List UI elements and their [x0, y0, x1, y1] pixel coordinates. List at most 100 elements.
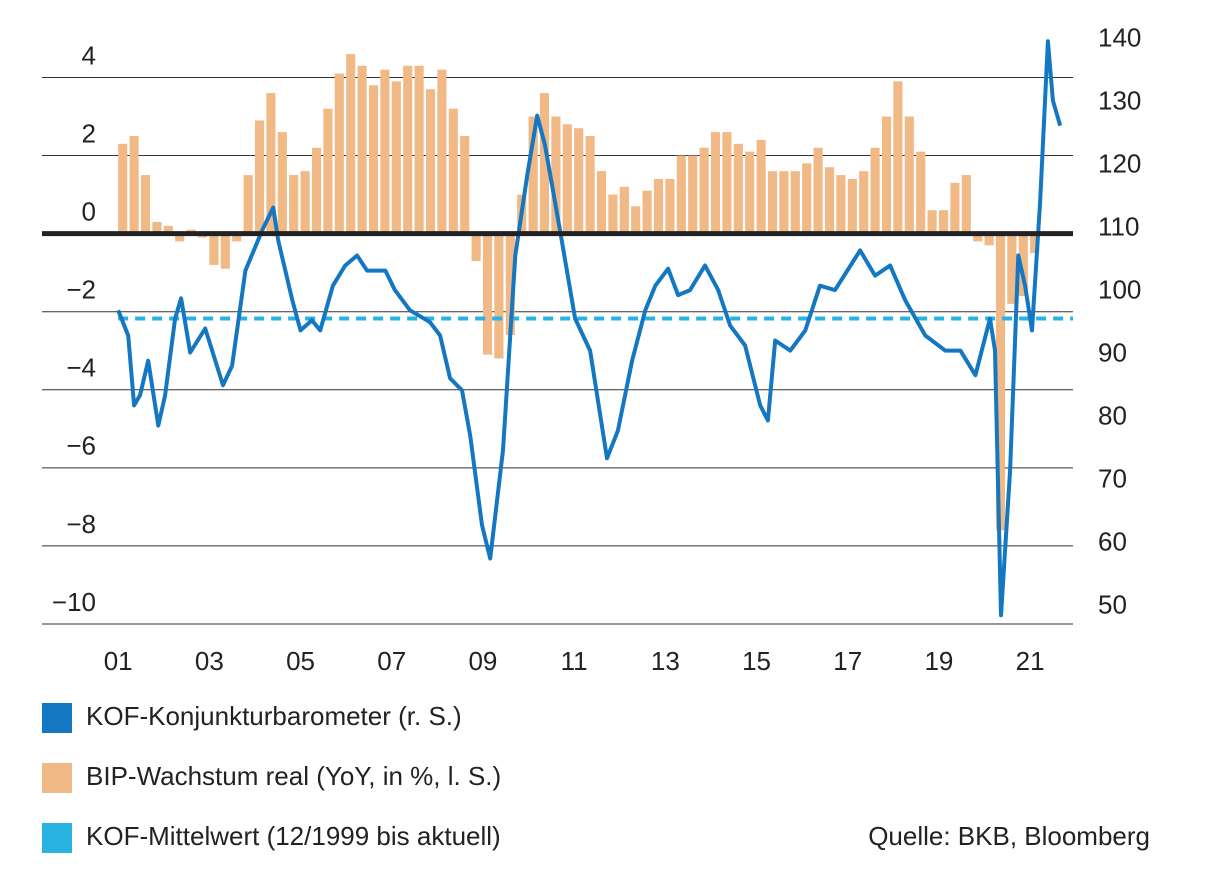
bar [243, 175, 253, 234]
y-tick-label: −8 [66, 509, 96, 539]
bar [790, 171, 800, 234]
bar [824, 167, 835, 234]
bar [619, 186, 629, 234]
legend-swatch [42, 823, 72, 853]
y2-tick-label: 80 [1098, 400, 1127, 430]
bar [1018, 233, 1028, 297]
bar [574, 128, 584, 234]
bar [916, 151, 926, 234]
bar [665, 178, 675, 234]
y-tick-label: 4 [82, 40, 96, 70]
bar [813, 147, 823, 234]
bar [847, 178, 857, 234]
x-tick-label: 15 [742, 646, 771, 676]
bar [220, 233, 230, 269]
bar [642, 190, 652, 234]
bar [836, 175, 846, 234]
y-tick-label: −2 [66, 275, 96, 305]
y2-tick-label: 120 [1098, 148, 1141, 178]
bar [289, 175, 299, 234]
bar [562, 124, 572, 234]
y2-tick-label: 60 [1098, 526, 1127, 556]
bar [300, 171, 310, 234]
bar [152, 221, 162, 234]
bar [254, 120, 265, 234]
bar [1007, 233, 1017, 304]
bar [539, 93, 550, 234]
bar [163, 225, 173, 234]
bar [403, 65, 413, 234]
bar [984, 233, 994, 246]
bar [699, 147, 709, 234]
bar [232, 233, 242, 242]
source: Quelle: BKB, Bloomberg [868, 821, 1150, 851]
bar [209, 233, 219, 265]
y-tick-label: 2 [82, 118, 96, 148]
y2-tick-label: 110 [1098, 211, 1139, 241]
bar [414, 65, 424, 234]
bar [950, 182, 960, 234]
bar [505, 233, 515, 336]
bar [995, 233, 1006, 531]
bar [653, 178, 664, 234]
x-tick-label: 03 [195, 646, 224, 676]
y2-tick-label: 70 [1098, 463, 1127, 493]
bar [266, 93, 276, 234]
y-tick-label: −6 [66, 431, 96, 461]
y-tick-label: −4 [66, 353, 96, 383]
x-tick-label: 21 [1016, 646, 1045, 676]
legend-swatch [42, 703, 72, 733]
bar [596, 171, 607, 234]
legend-label: KOF-Konjunkturbarometer (r. S.) [86, 701, 462, 731]
bar [938, 210, 949, 234]
x-tick-label: 05 [286, 646, 315, 676]
bar [129, 136, 139, 234]
x-tick-label: 13 [651, 646, 680, 676]
bar [676, 155, 686, 234]
x-tick-label: 09 [468, 646, 497, 676]
bar [323, 108, 333, 234]
y-tick-label: 0 [82, 197, 96, 227]
bar [311, 147, 322, 234]
bar [904, 116, 914, 234]
bar [471, 233, 481, 261]
y-tick-label: −10 [52, 587, 96, 617]
bar [870, 147, 880, 234]
bar [745, 151, 755, 234]
bar [448, 108, 458, 234]
bar [334, 73, 344, 234]
bar [140, 175, 151, 234]
bar [175, 233, 185, 242]
bar [767, 171, 778, 234]
x-tick-label: 17 [833, 646, 862, 676]
bar [802, 163, 812, 234]
bar [380, 69, 390, 234]
x-tick-label: 01 [104, 646, 133, 676]
bar [357, 65, 367, 234]
y2-tick-label: 140 [1098, 22, 1141, 52]
bar [368, 85, 379, 234]
y2-tick-label: 50 [1098, 589, 1127, 619]
bar [881, 116, 892, 234]
bar [779, 171, 789, 234]
bar [391, 81, 401, 234]
bar [927, 210, 937, 234]
bar [1030, 233, 1040, 254]
y2-tick-label: 130 [1098, 85, 1141, 115]
bar [722, 132, 732, 234]
x-tick-label: 19 [924, 646, 953, 676]
x-tick-label: 07 [377, 646, 406, 676]
bar [859, 171, 869, 234]
bar [528, 116, 538, 234]
y2-tick-label: 90 [1098, 337, 1127, 367]
bar [688, 155, 698, 234]
bar [425, 89, 436, 234]
bar [494, 233, 504, 359]
legend-label: BIP-Wachstum real (YoY, in %, l. S.) [86, 761, 501, 791]
bar [893, 81, 903, 234]
kof-line [116, 39, 1063, 618]
bar [710, 132, 721, 234]
bar [756, 139, 766, 234]
y2-tick-label: 100 [1098, 274, 1141, 304]
